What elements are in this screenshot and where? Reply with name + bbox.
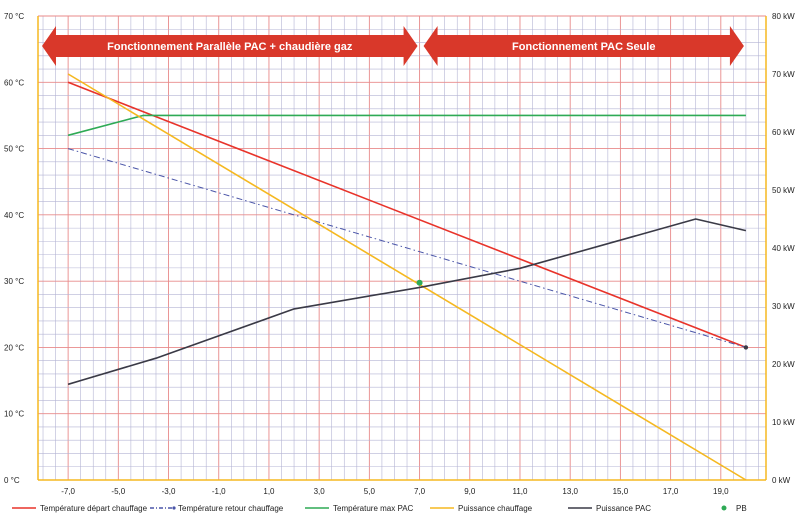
y-right-tick-label: 10 kW [772,418,795,427]
y-right-tick-label: 0 kW [772,476,791,485]
y-left-tick-label: 40 °C [4,211,24,220]
x-tick-label: 15,0 [613,487,629,496]
x-tick-label: 1,0 [263,487,275,496]
y-right-tick-label: 70 kW [772,70,795,79]
y-left-tick-label: 60 °C [4,78,24,87]
legend: Température départ chauffage Température … [12,504,747,513]
legend-label: Puissance chauffage [458,504,533,513]
x-tick-label: -5,0 [111,487,125,496]
y-right-tick-label: 60 kW [772,128,795,137]
legend-label: Puissance PAC [596,504,651,513]
y-right-tick-label: 80 kW [772,12,795,21]
tick-labels: 0 °C 10 °C 20 °C 30 °C 40 °C 50 °C 60 °C 70 °C 0… [4,12,795,496]
x-tick-label: 9,0 [464,487,476,496]
banner-label: Fonctionnement PAC Seule [512,41,655,53]
x-tick-label: 7,0 [414,487,426,496]
x-tick-label: 19,0 [713,487,729,496]
banners: Fonctionnement Parallèle PAC + chaudière… [42,26,744,66]
legend-label: Température retour chauffage [178,504,284,513]
legend-label: PB [736,504,747,513]
y-left-tick-label: 30 °C [4,277,24,286]
banner-label: Fonctionnement Parallèle PAC + chaudière… [107,41,353,53]
legend-swatch [721,505,727,511]
banner-arrow [42,26,418,66]
y-left-tick-label: 20 °C [4,343,24,352]
legend-swatch-marker [172,506,176,510]
series-line [67,148,747,348]
y-left-tick-label: 70 °C [4,12,24,21]
banner-arrow [423,26,744,66]
y-right-tick-label: 20 kW [772,360,795,369]
data-point-pb [416,279,423,286]
plot-background [38,16,766,480]
axes [37,16,767,481]
x-tick-label: -3,0 [162,487,176,496]
x-tick-label: 17,0 [663,487,679,496]
x-tick-label: 13,0 [562,487,578,496]
series [67,73,749,481]
x-tick-label: -7,0 [61,487,75,496]
series-line [67,218,747,386]
legend-label: Température départ chauffage [40,504,148,513]
x-tick-label: 5,0 [364,487,376,496]
series-line [67,114,746,137]
x-tick-label: -1,0 [212,487,226,496]
x-tick-label: 3,0 [314,487,326,496]
series-end-marker [743,345,749,350]
series-line [67,81,747,349]
y-left-tick-label: 50 °C [4,145,24,154]
y-right-tick-label: 50 kW [772,186,795,195]
y-left-tick-label: 0 °C [4,476,20,485]
y-right-tick-label: 30 kW [772,302,795,311]
grid [38,15,766,481]
series-line [67,73,747,481]
y-left-tick-label: 10 °C [4,410,24,419]
x-tick-label: 11,0 [512,487,528,496]
y-right-tick-label: 40 kW [772,244,795,253]
legend-label: Température max PAC [333,504,414,513]
